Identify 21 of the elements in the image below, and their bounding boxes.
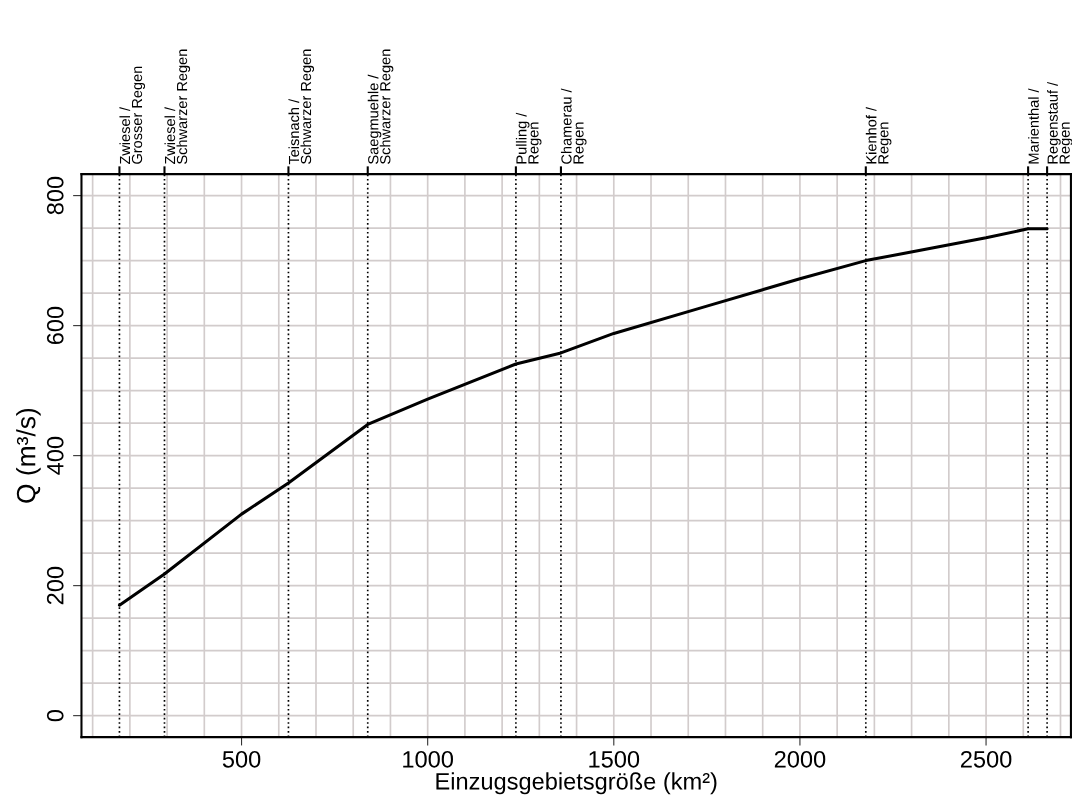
ref-line-label: Zwiesel / Grosser Regen — [119, 66, 146, 165]
y-tick-label: 400 — [46, 436, 64, 475]
ref-line-label: Pulling / Regen — [515, 112, 542, 164]
ref-line-label: Chamerau / Regen — [560, 88, 587, 164]
x-axis-title: Einzugsgebietsgröße (km²) — [436, 772, 717, 795]
x-tick-label: 1500 — [589, 750, 640, 768]
ref-line-label: Regenstauf / Regen — [1047, 81, 1072, 164]
x-tick-label: 2000 — [774, 750, 826, 768]
y-tick-label: 200 — [46, 566, 64, 605]
x-tick-label: 2500 — [960, 750, 1012, 768]
y-tick-label: 0 — [46, 710, 64, 722]
x-tick-label: 1000 — [403, 750, 454, 768]
ref-line-label: Teisnach / Schwarzer Regen — [288, 49, 315, 165]
y-axis-title: Q (m³/s) — [16, 408, 41, 503]
ref-line-label: Saegmuehle / Schwarzer Regen — [367, 49, 394, 164]
y-tick-label: 600 — [46, 306, 64, 345]
ref-line-label: Kienhof / Regen — [865, 107, 892, 164]
x-tick-label: 500 — [222, 750, 261, 768]
y-tick-label: 800 — [46, 176, 64, 215]
ref-line-label: Zwiesel / Schwarzer Regen — [164, 49, 191, 165]
ref-line-label: Marienthal / — [1028, 88, 1039, 164]
